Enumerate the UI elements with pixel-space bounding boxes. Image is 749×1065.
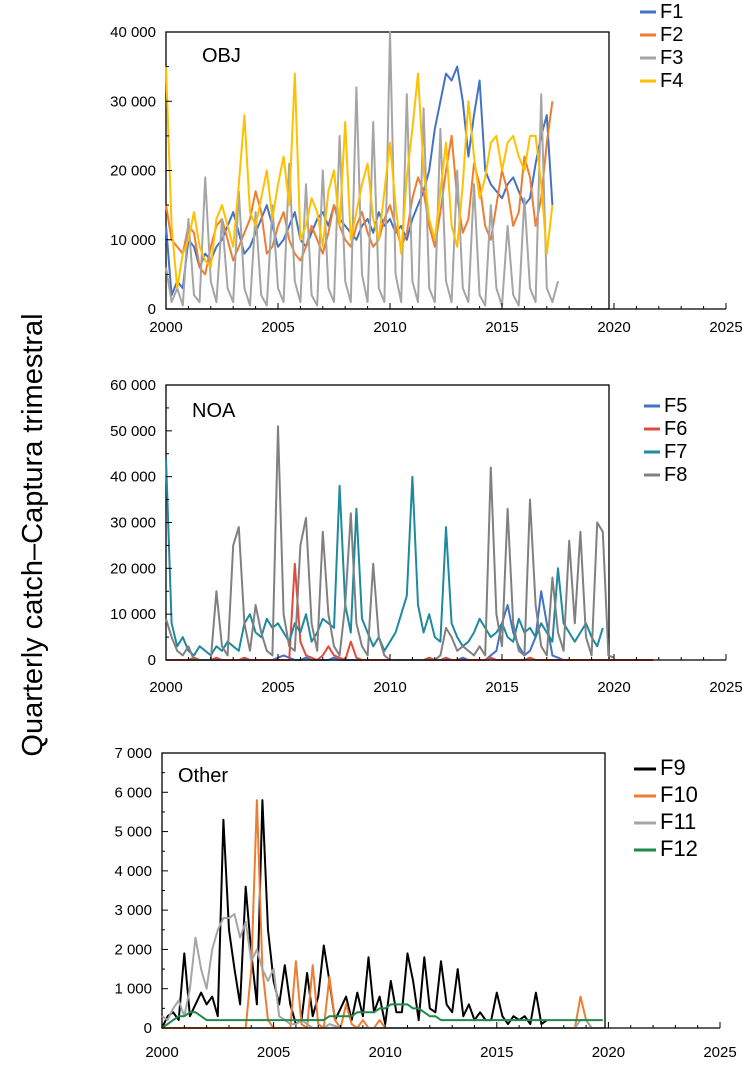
legend-label: F6 xyxy=(664,418,687,440)
y-tick-label: 50 000 xyxy=(110,423,156,440)
x-tick-label: 2000 xyxy=(149,319,182,336)
x-tick-label: 2000 xyxy=(149,679,182,696)
y-tick-label: 4 000 xyxy=(114,863,152,880)
y-tick-label: 0 xyxy=(148,652,156,669)
series-line-f3 xyxy=(165,31,559,307)
legend-label: F2 xyxy=(660,24,683,46)
y-tick-label: 30 000 xyxy=(110,515,156,532)
series-line-f2 xyxy=(165,101,554,276)
plot-area-frame xyxy=(161,752,606,1029)
x-axis: 2000 2005 2010 2015 2020 2025 xyxy=(145,1022,737,1061)
series-line-f7 xyxy=(165,458,604,657)
legend-label: F9 xyxy=(660,755,686,780)
plot-area-frame xyxy=(165,384,610,661)
panel-obj: OBJ 2000 2005 2010 2015 2020 2025 0 10 000 20 0… xyxy=(110,1,743,336)
legend-label: F11 xyxy=(660,809,696,834)
x-tick-label: 2015 xyxy=(480,1044,513,1061)
y-tick-label: 2 000 xyxy=(114,941,152,958)
x-tick-label: 2015 xyxy=(485,679,518,696)
y-axis: 0 10 000 20 000 30 000 40 000 50 000 60 000 xyxy=(110,377,172,669)
y-tick-label: 10 000 xyxy=(110,606,156,623)
x-tick-label: 2000 xyxy=(145,1044,178,1061)
series-line-f12 xyxy=(161,1003,603,1029)
lines-layer xyxy=(165,425,654,661)
x-tick-label: 2020 xyxy=(592,1044,625,1061)
legend-background xyxy=(640,396,700,494)
legend-label: F5 xyxy=(664,395,687,417)
y-tick-label: 1 000 xyxy=(114,981,152,998)
legend-label: F4 xyxy=(660,70,683,92)
y-tick-label: 6 000 xyxy=(114,784,152,801)
x-axis: 2000 2005 2010 2015 2020 2025 xyxy=(149,303,743,336)
x-tick-label: 2010 xyxy=(373,319,406,336)
x-tick-label: 2010 xyxy=(369,1044,402,1061)
y-tick-label: 0 xyxy=(144,1020,152,1037)
legend-label: F3 xyxy=(660,47,683,69)
y-tick-label: 0 xyxy=(148,301,156,318)
legend-label: F7 xyxy=(664,441,687,463)
x-tick-label: 2025 xyxy=(703,1044,736,1061)
y-tick-label: 60 000 xyxy=(110,377,156,394)
y-tick-label: 5 000 xyxy=(114,824,152,841)
lines-layer xyxy=(161,799,603,1029)
x-tick-label: 2005 xyxy=(257,1044,290,1061)
panel-label: NOA xyxy=(192,400,236,422)
legend-label: F12 xyxy=(660,836,698,861)
lines-layer xyxy=(165,31,559,307)
panel-label: Other xyxy=(178,765,228,787)
x-tick-label: 2005 xyxy=(261,679,294,696)
y-tick-label: 30 000 xyxy=(110,93,156,110)
panel-noa: NOA 2000 2005 2010 2015 2020 2025 0 10 000 20 0… xyxy=(110,377,743,696)
y-tick-label: 40 000 xyxy=(110,469,156,486)
legend-label: F10 xyxy=(660,782,698,807)
y-tick-label: 40 000 xyxy=(110,24,156,41)
series-line-f9 xyxy=(161,799,548,1029)
x-tick-label: 2025 xyxy=(709,319,742,336)
x-tick-label: 2025 xyxy=(709,679,742,696)
series-line-f1 xyxy=(165,65,554,297)
legend-background xyxy=(636,2,696,100)
legend-background xyxy=(630,759,690,873)
y-tick-label: 10 000 xyxy=(110,232,156,249)
x-tick-label: 2020 xyxy=(597,319,630,336)
series-line-f4 xyxy=(165,66,554,290)
y-tick-label: 7 000 xyxy=(114,745,152,762)
panel-other: Other 2000 2005 2010 2015 2020 2025 0 1 000 2 0… xyxy=(114,745,736,1061)
panel-label: OBJ xyxy=(202,45,241,67)
legend-label: F1 xyxy=(660,1,683,23)
x-tick-label: 2020 xyxy=(597,679,630,696)
y-axis: 0 10 000 20 000 30 000 40 000 xyxy=(110,24,172,318)
y-tick-label: 20 000 xyxy=(110,560,156,577)
x-tick-label: 2005 xyxy=(261,319,294,336)
x-tick-label: 2015 xyxy=(485,319,518,336)
y-tick-label: 20 000 xyxy=(110,163,156,180)
shared-y-axis-label: Quarterly catch–Captura trimestral xyxy=(17,313,49,756)
y-tick-label: 3 000 xyxy=(114,902,152,919)
y-axis: 0 1 000 2 000 3 000 4 000 5 000 6 000 7 000 xyxy=(114,745,168,1037)
x-axis: 2000 2005 2010 2015 2020 2025 xyxy=(149,654,743,696)
legend-label: F8 xyxy=(664,464,687,486)
x-tick-label: 2010 xyxy=(373,679,406,696)
